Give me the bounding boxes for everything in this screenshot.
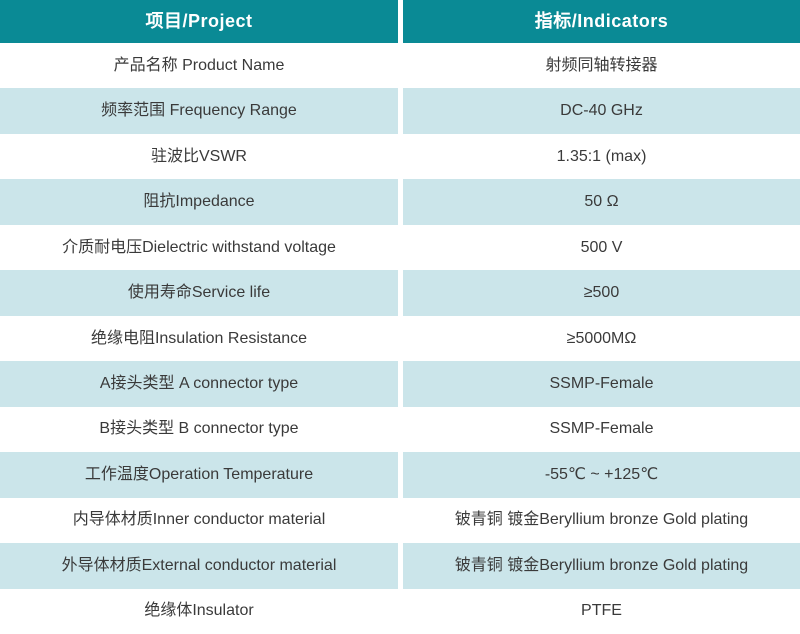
table-row: 工作温度Operation Temperature -55℃ ~ +125℃ — [0, 452, 800, 498]
row-value: 铍青铜 镀金Beryllium bronze Gold plating — [398, 543, 800, 589]
table-row: 外导体材质External conductor material 铍青铜 镀金B… — [0, 543, 800, 589]
row-label: 产品名称 Product Name — [113, 56, 285, 74]
table-row: A接头类型 A connector type SSMP-Female — [0, 361, 800, 407]
row-value: 铍青铜 镀金Beryllium bronze Gold plating — [398, 497, 800, 544]
row-label: 绝缘电阻Insulation Resistance — [90, 329, 308, 347]
table-row: 阻抗Impedance 50 Ω — [0, 179, 800, 225]
table-row: 绝缘体Insulator PTFE — [0, 588, 800, 634]
row-label: 绝缘体Insulator — [144, 602, 254, 620]
table-row: 使用寿命Service life ≥500 — [0, 270, 800, 316]
header-cell-project: 项目/Project — [145, 11, 253, 32]
table-row: 驻波比VSWR 1.35:1 (max) — [0, 133, 800, 180]
row-value: ≥5000MΩ — [398, 315, 800, 362]
row-value: ≥500 — [398, 270, 800, 316]
row-label: 内导体材质Inner conductor material — [72, 511, 326, 529]
table-row: 绝缘电阻Insulation Resistance ≥5000MΩ — [0, 315, 800, 362]
row-label: 工作温度Operation Temperature — [84, 465, 314, 483]
row-value: 1.35:1 (max) — [398, 133, 800, 180]
row-value: -55℃ ~ +125℃ — [398, 452, 800, 498]
table-row: 频率范围 Frequency Range DC-40 GHz — [0, 88, 800, 134]
table-row: 介质耐电压Dielectric withstand voltage 500 V — [0, 224, 800, 271]
row-value: SSMP-Female — [398, 406, 800, 453]
table-row: 内导体材质Inner conductor material 铍青铜 镀金Bery… — [0, 497, 800, 544]
table-body: 产品名称 Product Name 射频同轴转接器 频率范围 Frequency… — [0, 43, 800, 634]
row-value: 射频同轴转接器 — [398, 43, 800, 89]
row-label: 频率范围 Frequency Range — [101, 102, 297, 120]
table-row: 产品名称 Product Name 射频同轴转接器 — [0, 43, 800, 89]
table-row: B接头类型 B connector type SSMP-Female — [0, 406, 800, 453]
row-label: 外导体材质External conductor material — [61, 556, 337, 574]
row-label: 阻抗Impedance — [143, 193, 255, 211]
row-label: 介质耐电压Dielectric withstand voltage — [62, 238, 336, 256]
row-label: 驻波比VSWR — [150, 147, 247, 165]
row-label: A接头类型 A connector type — [99, 375, 299, 393]
row-value: SSMP-Female — [398, 361, 800, 407]
row-label: B接头类型 B connector type — [99, 420, 299, 438]
row-label: 使用寿命Service life — [127, 284, 271, 302]
header-cell-indicators: 指标/Indicators — [398, 0, 800, 43]
row-value: DC-40 GHz — [398, 88, 800, 134]
row-value: 500 V — [398, 224, 800, 271]
row-value: 50 Ω — [398, 179, 800, 225]
row-value: PTFE — [398, 588, 800, 634]
table-header-row: 项目/Project 指标/Indicators — [0, 0, 800, 43]
